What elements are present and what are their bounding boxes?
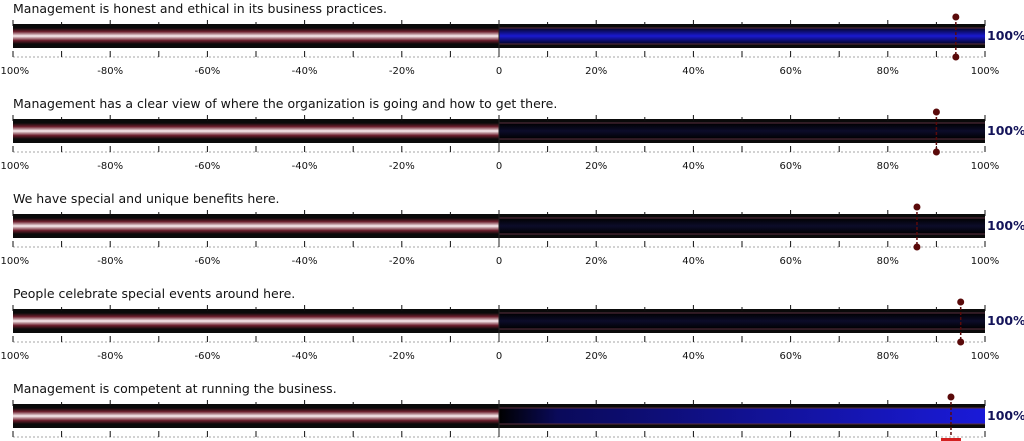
negative-bar bbox=[13, 218, 499, 234]
tick-label: 40% bbox=[682, 351, 704, 362]
tick-label: -40% bbox=[292, 351, 318, 362]
tick-label: 0 bbox=[496, 161, 502, 172]
negative-bar bbox=[13, 123, 499, 139]
statement-label: Management is competent at running the b… bbox=[13, 381, 337, 396]
tick-label: -40% bbox=[292, 66, 318, 77]
tick-label: 80% bbox=[877, 351, 899, 362]
value-label: 100% bbox=[987, 218, 1024, 233]
panel-3: We have special and unique benefits here… bbox=[0, 191, 1024, 267]
value-label: 100% bbox=[987, 28, 1024, 43]
tick-label: -40% bbox=[292, 161, 318, 172]
tick-label: 100% bbox=[971, 351, 1000, 362]
target-marker-dot-top bbox=[952, 13, 960, 21]
tick-label: -40% bbox=[292, 256, 318, 267]
value-label: 100% bbox=[987, 313, 1024, 328]
tick-label: 100% bbox=[971, 256, 1000, 267]
tick-label: 20% bbox=[585, 256, 607, 267]
tick-label: 40% bbox=[682, 256, 704, 267]
target-marker-dot-bottom bbox=[913, 243, 921, 251]
tick-label: 60% bbox=[779, 161, 801, 172]
tick-label: 80% bbox=[877, 256, 899, 267]
positive-bar bbox=[499, 123, 985, 139]
tick-label: 40% bbox=[682, 66, 704, 77]
positive-bar bbox=[499, 408, 985, 424]
negative-bar bbox=[13, 313, 499, 329]
target-marker-base bbox=[940, 438, 961, 441]
positive-bar bbox=[499, 313, 985, 329]
tick-label: -20% bbox=[389, 351, 415, 362]
statement-label: People celebrate special events around h… bbox=[13, 286, 295, 301]
target-marker-dot-bottom bbox=[952, 53, 960, 61]
tick-label: -60% bbox=[194, 161, 220, 172]
tick-label: -60% bbox=[194, 351, 220, 362]
tick-label: -80% bbox=[97, 161, 123, 172]
target-marker-dot-top bbox=[947, 393, 955, 401]
target-marker-dot-top bbox=[913, 203, 921, 211]
tick-label: -80% bbox=[97, 256, 123, 267]
statement-label: Management is honest and ethical in its … bbox=[13, 1, 387, 16]
tick-label: 20% bbox=[585, 351, 607, 362]
tick-label: 0 bbox=[496, 351, 502, 362]
tick-label: 60% bbox=[779, 66, 801, 77]
statement-label: We have special and unique benefits here… bbox=[13, 191, 280, 206]
positive-bar bbox=[499, 28, 985, 44]
target-marker-dot-bottom bbox=[932, 148, 940, 156]
tick-label: 20% bbox=[585, 161, 607, 172]
panel-5: Management is competent at running the b… bbox=[12, 381, 1024, 441]
tick-label: 0 bbox=[496, 256, 502, 267]
tick-label: 80% bbox=[877, 161, 899, 172]
value-label: 100% bbox=[987, 408, 1024, 423]
target-marker-dot-top bbox=[957, 298, 965, 306]
tick-label: -60% bbox=[194, 256, 220, 267]
panel-2: Management has a clear view of where the… bbox=[0, 96, 1024, 172]
tick-label: 80% bbox=[877, 66, 899, 77]
statement-label: Management has a clear view of where the… bbox=[13, 96, 557, 111]
tick-label: 100% bbox=[971, 161, 1000, 172]
tick-label: -80% bbox=[97, 66, 123, 77]
tick-label: -20% bbox=[389, 256, 415, 267]
positive-bar bbox=[499, 218, 985, 234]
tick-label: 0 bbox=[496, 66, 502, 77]
value-label: 100% bbox=[987, 123, 1024, 138]
tick-label: -100% bbox=[0, 351, 29, 362]
panel-4: People celebrate special events around h… bbox=[0, 286, 1024, 362]
tick-label: -60% bbox=[194, 66, 220, 77]
panel-1: Management is honest and ethical in its … bbox=[0, 1, 1024, 77]
target-marker-dot-bottom bbox=[957, 338, 965, 346]
tick-label: 60% bbox=[779, 351, 801, 362]
negative-bar bbox=[13, 28, 499, 44]
tick-label: 60% bbox=[779, 256, 801, 267]
negative-bar bbox=[13, 408, 499, 424]
tick-label: -100% bbox=[0, 66, 29, 77]
tick-label: 20% bbox=[585, 66, 607, 77]
tick-label: 40% bbox=[682, 161, 704, 172]
tick-label: -20% bbox=[389, 66, 415, 77]
tick-label: -100% bbox=[0, 161, 29, 172]
tick-label: -80% bbox=[97, 351, 123, 362]
tick-label: -100% bbox=[0, 256, 29, 267]
tick-label: -20% bbox=[389, 161, 415, 172]
tick-label: 100% bbox=[971, 66, 1000, 77]
target-marker-dot-top bbox=[932, 108, 940, 116]
